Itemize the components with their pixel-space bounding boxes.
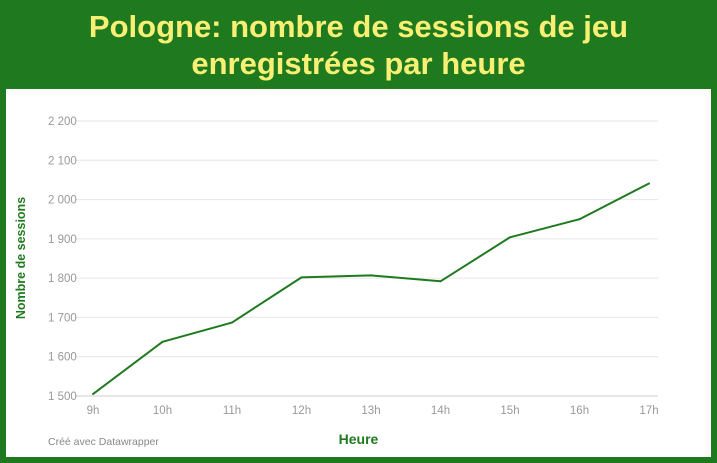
x-tick-label: 14h	[431, 405, 450, 417]
data-point	[578, 218, 581, 221]
y-axis-label: Nombre de sessions	[14, 197, 28, 319]
x-tick-label: 9h	[87, 405, 100, 417]
x-tick-label: 16h	[570, 405, 589, 417]
data-point	[300, 276, 303, 279]
x-tick-label: 13h	[361, 405, 380, 417]
y-tick-label: 2 200	[48, 116, 77, 128]
data-point	[509, 236, 511, 239]
y-tick-label: 1 500	[48, 391, 77, 403]
y-tick-label: 1 600	[48, 352, 77, 364]
y-tick-label: 2 100	[48, 155, 77, 167]
x-tick-label: 12h	[292, 405, 311, 417]
x-axis-label: Heure	[338, 431, 379, 447]
data-point	[92, 393, 94, 396]
data-point	[161, 340, 164, 343]
data-point	[439, 280, 442, 283]
chart-title: Pologne: nombre de sessions de jeu enreg…	[88, 9, 629, 81]
data-point	[370, 274, 372, 277]
y-tick-label: 1 700	[48, 312, 77, 324]
x-tick-label: 15h	[500, 405, 519, 417]
y-tick-label: 1 900	[48, 234, 77, 246]
series-line	[92, 182, 650, 395]
x-tick-label: 10h	[153, 405, 172, 417]
y-tick-label: 2 000	[48, 195, 77, 207]
y-tick-label: 1 800	[48, 273, 77, 285]
data-point	[231, 321, 233, 324]
x-tick-label: 17h	[639, 405, 658, 417]
credit-text: Créé avec Datawrapper	[48, 436, 159, 448]
data-point	[648, 182, 650, 185]
x-tick-label: 11h	[223, 405, 241, 417]
